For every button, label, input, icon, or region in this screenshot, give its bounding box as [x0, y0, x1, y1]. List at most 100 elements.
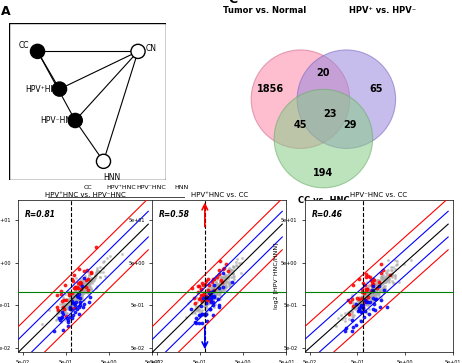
Point [230, 271, 237, 277]
Point [92, 244, 100, 250]
Point [77, 290, 85, 295]
Point [379, 273, 386, 279]
Point [385, 276, 392, 282]
Point [87, 269, 95, 274]
Point [201, 306, 208, 312]
Point [201, 298, 209, 303]
Point [76, 266, 83, 272]
Point [229, 270, 236, 276]
Point [73, 296, 80, 302]
Point [69, 293, 76, 299]
Point [348, 292, 355, 298]
Point [197, 298, 205, 303]
Point [407, 257, 415, 263]
Point [383, 270, 390, 276]
Point [355, 298, 362, 304]
Point [76, 293, 84, 299]
Point [364, 291, 371, 297]
Point [224, 279, 231, 285]
Point [201, 295, 208, 301]
Point [214, 295, 221, 301]
Point [341, 328, 349, 334]
Point [62, 310, 70, 316]
Point [370, 289, 377, 295]
Point [366, 294, 373, 299]
Point [217, 274, 224, 280]
Point [70, 292, 77, 298]
Point [357, 306, 365, 312]
Point [214, 289, 222, 295]
Point [209, 294, 216, 300]
Point [81, 289, 88, 294]
Point [68, 296, 76, 302]
Point [204, 295, 212, 301]
Point [62, 313, 70, 319]
Point [379, 276, 386, 282]
Text: R=0.81: R=0.81 [25, 210, 56, 219]
Point [356, 307, 363, 313]
Point [78, 284, 85, 289]
Point [70, 295, 78, 301]
Point [212, 289, 219, 295]
Point [332, 322, 339, 328]
Point [84, 286, 91, 292]
Point [84, 281, 91, 287]
Point [202, 302, 210, 308]
Point [74, 294, 81, 300]
Point [74, 290, 81, 295]
Point [80, 289, 87, 294]
Point [205, 293, 213, 298]
Point [227, 267, 234, 273]
Point [204, 285, 212, 291]
Point [387, 272, 394, 277]
Point [72, 289, 79, 295]
Point [198, 311, 205, 317]
Point [85, 275, 92, 281]
Point [78, 294, 85, 300]
Point [80, 282, 87, 287]
Point [75, 282, 82, 288]
Point [210, 284, 217, 290]
Point [82, 288, 89, 294]
Point [230, 265, 237, 270]
Point [388, 272, 395, 278]
Point [362, 288, 370, 294]
Point [349, 314, 357, 320]
Point [223, 277, 230, 283]
Point [217, 279, 224, 285]
Point [237, 270, 244, 276]
Point [200, 290, 207, 296]
Point [207, 294, 215, 299]
Point [63, 301, 71, 307]
Point [356, 304, 364, 310]
Circle shape [97, 154, 110, 168]
Point [368, 279, 375, 285]
Point [216, 278, 224, 284]
Point [54, 292, 61, 298]
Point [366, 288, 373, 294]
Point [73, 291, 80, 297]
Point [67, 296, 74, 302]
Point [360, 299, 367, 305]
Point [363, 302, 371, 308]
Point [227, 274, 234, 280]
Text: A: A [1, 5, 11, 18]
Point [85, 280, 93, 286]
Point [73, 292, 80, 298]
Point [230, 273, 237, 278]
Point [380, 279, 388, 285]
Point [369, 292, 376, 298]
Point [215, 284, 222, 290]
Point [80, 288, 88, 294]
Point [391, 257, 399, 263]
Point [75, 286, 83, 292]
Point [351, 301, 359, 306]
Point [214, 286, 221, 291]
Point [205, 296, 212, 302]
Point [77, 286, 85, 292]
Point [367, 283, 375, 289]
Point [367, 295, 374, 301]
Point [366, 287, 374, 293]
Point [68, 301, 76, 307]
Point [59, 327, 67, 333]
